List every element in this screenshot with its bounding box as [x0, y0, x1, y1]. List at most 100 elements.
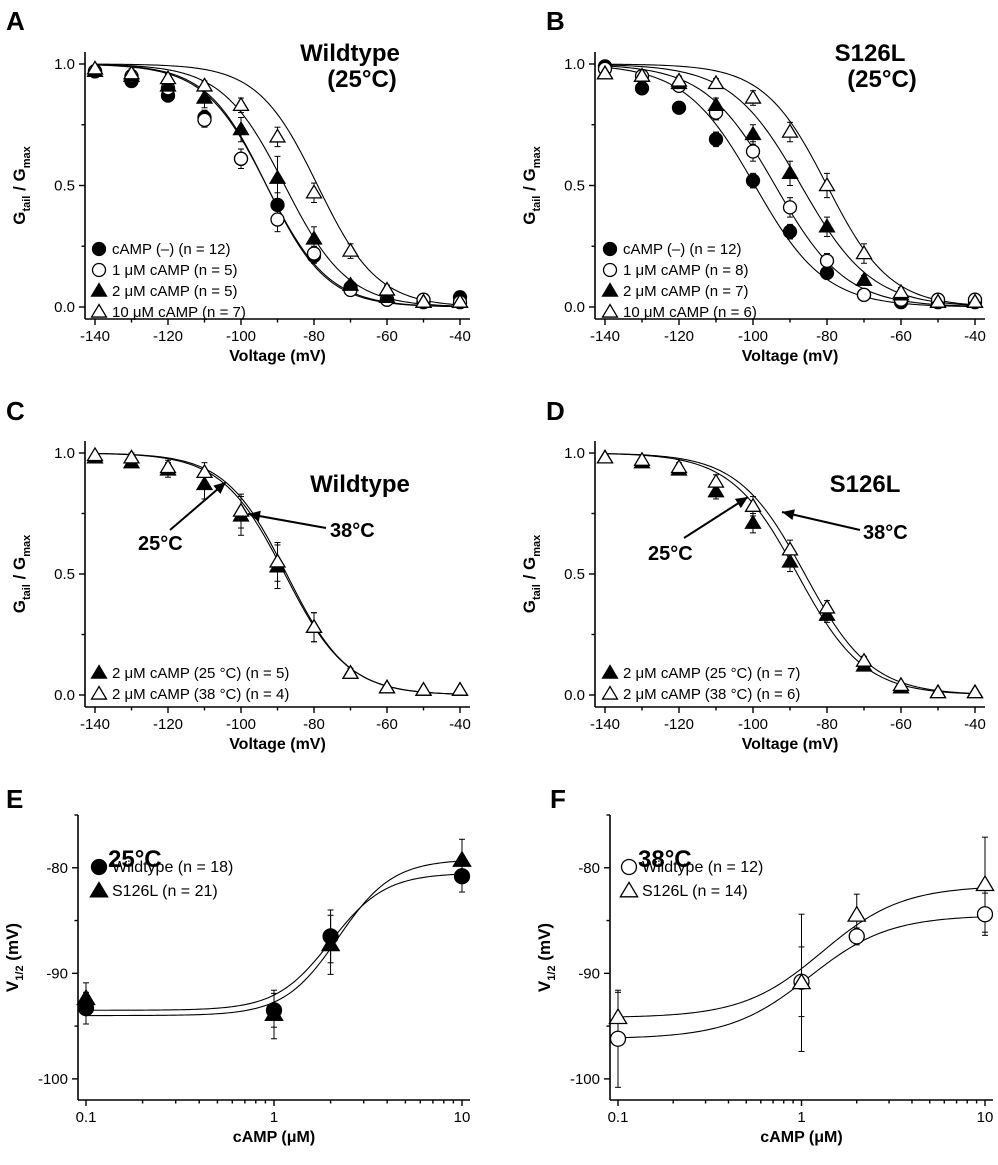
legend-label-4: 10 μM cAMP (n = 6)	[623, 304, 757, 321]
data-point-4	[232, 96, 250, 112]
data-point-2	[745, 144, 761, 159]
data-point-4	[451, 293, 469, 308]
data-point-1	[195, 475, 214, 491]
y-label-sub: tail	[531, 196, 543, 212]
legend-marker-2	[602, 262, 618, 278]
data-point-2	[159, 458, 177, 474]
fit-curve-1	[604, 453, 976, 695]
y-tick-label: 0.0	[54, 687, 75, 704]
panel-letter: A	[6, 6, 25, 36]
legend-label-1: cAMP (–) (n = 12)	[112, 241, 231, 258]
data-point-4	[378, 281, 396, 296]
x-tick-label: -100	[226, 716, 256, 733]
x-axis-label: Voltage (mV)	[742, 736, 839, 753]
panel-e: 0.1 1 10 -100 -90 -80 cAMP (μM) V1/2 (mV) E 25°CW…	[3, 784, 472, 1146]
y-label-part: V	[3, 980, 22, 992]
arrow-25c-head	[213, 482, 226, 494]
legend-label-2: S126L (n = 14)	[642, 883, 748, 900]
data-point-2	[856, 287, 872, 303]
data-point-3	[744, 125, 762, 141]
panel-subtitle: (25°C)	[847, 66, 917, 93]
x-tick-label: -80	[816, 328, 838, 345]
data-point-4	[781, 123, 799, 138]
legend-label-1: Wildtype (n = 18)	[112, 859, 233, 876]
data-point-4	[122, 64, 141, 80]
data-point-2	[819, 253, 835, 268]
x-tick-label: -40	[449, 716, 471, 733]
legend-label-2: S126L (n = 21)	[112, 883, 218, 900]
y-tick-label: 0.0	[564, 687, 585, 704]
x-tick-label: -120	[664, 328, 694, 345]
y-axis-label: Gtail / Gmax	[10, 145, 33, 224]
legend-marker-1	[90, 664, 108, 679]
data-point-2	[596, 449, 614, 464]
data-point-2	[846, 905, 867, 922]
legend-marker-2	[601, 685, 619, 700]
x-axis-label: cAMP (μM)	[760, 1129, 842, 1146]
data-point-3	[378, 288, 396, 303]
data-point-1	[671, 100, 687, 115]
data-point-1	[270, 197, 285, 213]
y-tick-label: -100	[38, 1071, 68, 1088]
data-point-2	[232, 502, 250, 517]
data-point-3	[341, 276, 360, 291]
data-point-3	[195, 89, 214, 104]
y-tick-label: -80	[46, 860, 68, 877]
data-point-2	[86, 446, 104, 462]
y-tick-label: -80	[578, 860, 600, 877]
data-point-2	[975, 874, 995, 892]
y-label-part: G	[520, 600, 539, 613]
y-label-part: / G	[10, 557, 29, 584]
data-point-2	[818, 599, 836, 614]
y-label-part: (mV)	[3, 923, 22, 966]
fit-curve-4	[604, 63, 976, 306]
arrow-25c	[169, 481, 227, 531]
x-tick-label: -140	[80, 716, 110, 733]
panel-b: -140 -120 -100 -80 -60 -40 0.0 0.5 1.0 Voltage (m…	[520, 6, 986, 365]
data-point-4	[596, 64, 614, 80]
x-tick-label: -40	[964, 328, 986, 345]
y-label-part: G	[10, 600, 29, 613]
y-label-part: (mV)	[535, 923, 554, 966]
data-point-3	[305, 230, 323, 245]
data-point-4	[744, 89, 762, 104]
x-tick-label: -80	[816, 716, 838, 733]
y-tick-label: 1.0	[564, 445, 585, 462]
data-point-1	[848, 928, 865, 945]
panel-letter: B	[546, 6, 565, 36]
panel-letter: E	[6, 784, 23, 814]
data-point-2	[306, 246, 322, 261]
data-point-2	[378, 679, 396, 694]
data-point-1	[634, 81, 650, 96]
x-tick-label: -120	[153, 328, 183, 345]
arrow-38c	[781, 511, 861, 531]
panel-d: -140 -120 -100 -80 -60 -40 0.0 0.5 1.0 Voltage (m…	[520, 396, 986, 753]
data-point-1	[818, 606, 836, 621]
y-label-part: V	[535, 980, 554, 992]
data-point-2	[122, 449, 141, 464]
data-point-2	[268, 553, 287, 568]
y-tick-label: 0.5	[54, 178, 75, 195]
panel-a: -140 -120 -100 -80 -60 -40 0.0 0.5 1.0 Voltage (m…	[6, 6, 471, 365]
legend-label-1: 2 μM cAMP (25 °C) (n = 7)	[623, 665, 800, 682]
y-label-sub: max	[531, 534, 543, 557]
x-axis-label: Voltage (mV)	[229, 348, 326, 365]
data-point-3	[818, 218, 836, 233]
y-tick-label: 1.0	[54, 56, 75, 73]
data-point-4	[892, 283, 910, 299]
data-point-2	[264, 1004, 284, 1021]
data-point-3	[232, 120, 250, 136]
annotation-25c: 25°C	[138, 533, 183, 555]
y-tick-label: 0.0	[54, 299, 75, 316]
data-point-2	[233, 151, 249, 166]
x-axis-label: Voltage (mV)	[229, 736, 326, 753]
data-point-4	[414, 293, 433, 308]
data-point-1	[782, 224, 798, 239]
data-point-3	[268, 169, 287, 184]
x-tick-label: 10	[977, 1109, 994, 1126]
data-point-1	[609, 1030, 627, 1047]
panel-letter: D	[546, 396, 565, 426]
panel-letter: F	[550, 784, 566, 814]
x-tick-label: -80	[303, 328, 325, 345]
